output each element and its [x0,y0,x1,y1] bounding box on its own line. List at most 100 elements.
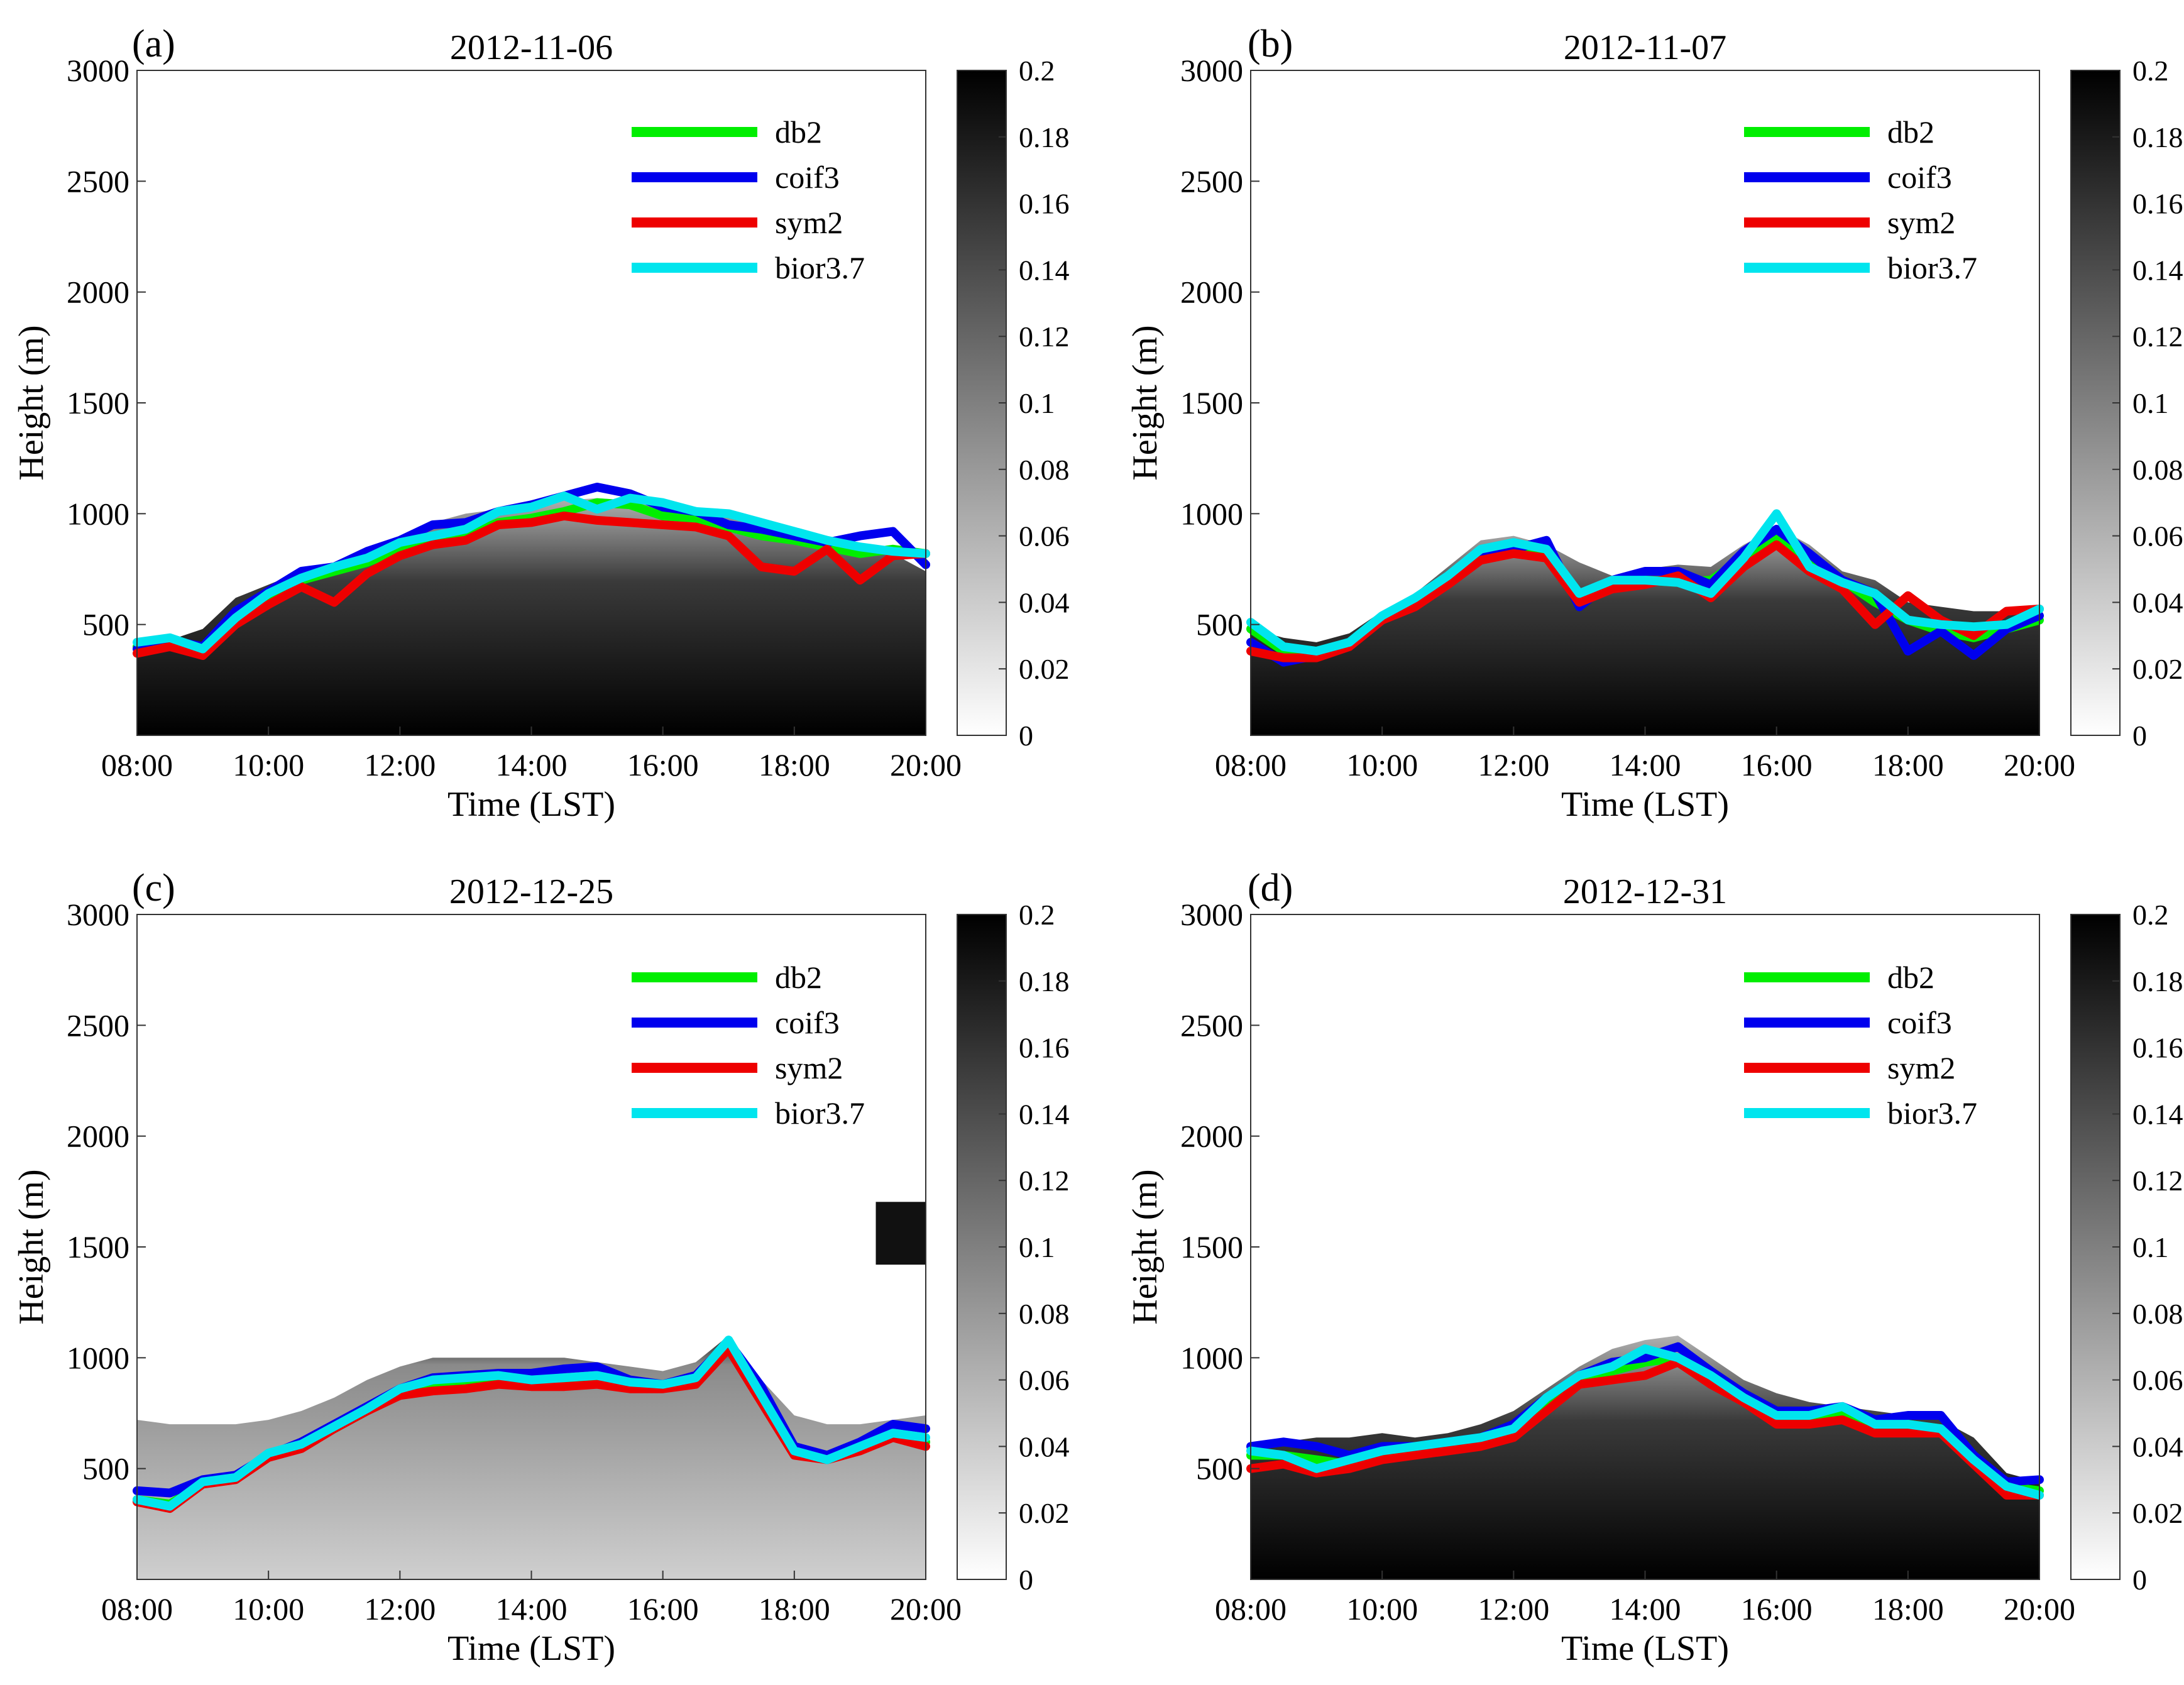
colorbar-tick-label: 0.06 [1019,520,1070,552]
colorbar-tick-label: 0.18 [2132,121,2183,153]
colorbar-tick-label: 0.08 [1019,1298,1070,1330]
y-tick-label: 2000 [67,1119,129,1154]
x-tick-label: 16:00 [627,1591,699,1627]
x-tick-label: 10:00 [233,747,304,782]
y-tick-label: 2000 [67,275,129,310]
backscatter-field [137,498,926,735]
y-tick-label: 1000 [1180,1340,1243,1375]
colorbar-tick-label: 0.02 [1019,1497,1070,1529]
legend-label-db2: db2 [775,960,822,995]
colorbar-tick-label: 0.18 [1019,121,1070,153]
colorbar-tick-label: 0.14 [1019,254,1070,286]
colorbar-tick-label: 0.1 [2132,387,2169,419]
x-tick-label: 20:00 [2004,1591,2075,1627]
colorbar-tick-label: 0.18 [1019,965,1070,997]
x-tick-label: 16:00 [627,747,699,782]
legend-label-coif3: coif3 [1887,1005,1952,1040]
colorbar-tick-label: 0.04 [1019,1430,1070,1463]
colorbar-tick-label: 0.2 [2132,899,2169,931]
panel-title: 2012-12-25 [449,872,613,911]
y-tick-label: 2000 [1180,1119,1243,1154]
x-tick-label: 20:00 [890,747,962,782]
y-tick-label: 2500 [1180,163,1243,199]
panel-letter: (c) [132,867,175,909]
x-tick-label: 16:00 [1741,747,1813,782]
x-tick-label: 18:00 [759,1591,830,1627]
x-tick-label: 14:00 [1610,1591,1681,1627]
colorbar-tick-label: 0.2 [1019,899,1055,931]
colorbar-tick-label: 0.06 [2132,1364,2183,1397]
y-tick-label: 3000 [1180,897,1243,932]
panel-2: 08:00 10:00 12:00 14:00 16:00 18:00 20:00 500 10… [1126,23,2183,824]
x-tick-label: 18:00 [1872,1591,1944,1627]
y-tick-label: 3000 [67,897,129,932]
colorbar-tick-label: 0.04 [2132,586,2183,618]
colorbar-tick-label: 0 [1019,720,1033,752]
x-tick-label: 12:00 [364,747,436,782]
colorbar-tick-label: 0.08 [1019,454,1070,486]
colorbar-tick-label: 0.12 [1019,321,1070,353]
colorbar-tick-label: 0.02 [1019,653,1070,685]
colorbar-tick-label: 0.12 [2132,1165,2183,1197]
legend-label-sym2: sym2 [775,205,843,240]
x-axis-label: Time (LST) [447,1629,615,1668]
x-tick-label: 08:00 [101,747,173,782]
y-axis-label: Height (m) [12,325,51,480]
x-tick-label: 14:00 [1610,747,1681,782]
colorbar-tick-label: 0.18 [2132,965,2183,997]
colorbar-tick-label: 0.12 [2132,321,2183,353]
colorbar-tick-label: 0.16 [1019,188,1070,220]
y-tick-label: 2500 [67,1007,129,1043]
legend-label-sym2: sym2 [1887,1050,1955,1085]
backscatter-field [137,1336,926,1579]
colorbar-tick-label: 0.08 [2132,1298,2183,1330]
colorbar-tick-label: 0 [2132,720,2147,752]
y-tick-label: 1500 [67,1229,129,1265]
y-tick-label: 2500 [67,163,129,199]
legend-label-coif3: coif3 [1887,160,1952,195]
series-line-coif3 [1246,1342,2044,1486]
colorbar-tick-label: 0.04 [2132,1430,2183,1463]
x-tick-label: 08:00 [101,1591,173,1627]
colorbar-tick-label: 0.16 [2132,1032,2183,1064]
y-tick-label: 1000 [67,1340,129,1375]
legend-label-bior3.7: bior3.7 [1887,1095,1977,1131]
legend-label-sym2: sym2 [775,1050,843,1085]
legend-label-db2: db2 [1887,960,1934,995]
y-axis-label: Height (m) [12,1169,51,1324]
panel-3: 08:00 10:00 12:00 14:00 16:00 18:00 20:00 500 10… [12,867,1070,1668]
panel-letter: (d) [1248,867,1293,909]
x-tick-label: 10:00 [233,1591,304,1627]
colorbar-tick-label: 0.2 [1019,55,1055,87]
colorbar-tick-label: 0.2 [2132,55,2169,87]
panel-title: 2012-12-31 [1563,872,1727,911]
x-tick-label: 18:00 [1872,747,1944,782]
panel-1: 08:00 10:00 12:00 14:00 16:00 18:00 20:00 500 10… [12,23,1070,824]
y-tick-label: 1500 [67,385,129,420]
panel-4: 08:00 10:00 12:00 14:00 16:00 18:00 20:00 500 10… [1126,867,2183,1668]
x-axis-label: Time (LST) [1561,785,1729,824]
x-axis-label: Time (LST) [1561,1629,1729,1668]
y-tick-label: 2500 [1180,1007,1243,1043]
legend-label-sym2: sym2 [1887,205,1955,240]
y-tick-label: 500 [1196,607,1243,642]
colorbar-tick-label: 0.08 [2132,454,2183,486]
colorbar-tick-label: 0.1 [2132,1231,2169,1263]
panel-title: 2012-11-06 [450,28,613,67]
colorbar-tick-label: 0.16 [1019,1032,1070,1064]
x-axis-label: Time (LST) [447,785,615,824]
series-line-sym2 [133,511,930,660]
colorbar-tick-label: 0.14 [1019,1098,1070,1130]
x-tick-label: 20:00 [890,1591,962,1627]
x-tick-label: 18:00 [759,747,830,782]
cloud-patch [875,1202,926,1265]
x-tick-label: 08:00 [1215,747,1287,782]
y-tick-label: 500 [82,1451,129,1486]
panel-title: 2012-11-07 [1564,28,1726,67]
x-tick-label: 14:00 [496,747,568,782]
legend-label-bior3.7: bior3.7 [1887,250,1977,285]
legend-label-bior3.7: bior3.7 [775,250,865,285]
y-axis-label: Height (m) [1126,1169,1165,1324]
colorbar-tick-label: 0.02 [2132,653,2183,685]
